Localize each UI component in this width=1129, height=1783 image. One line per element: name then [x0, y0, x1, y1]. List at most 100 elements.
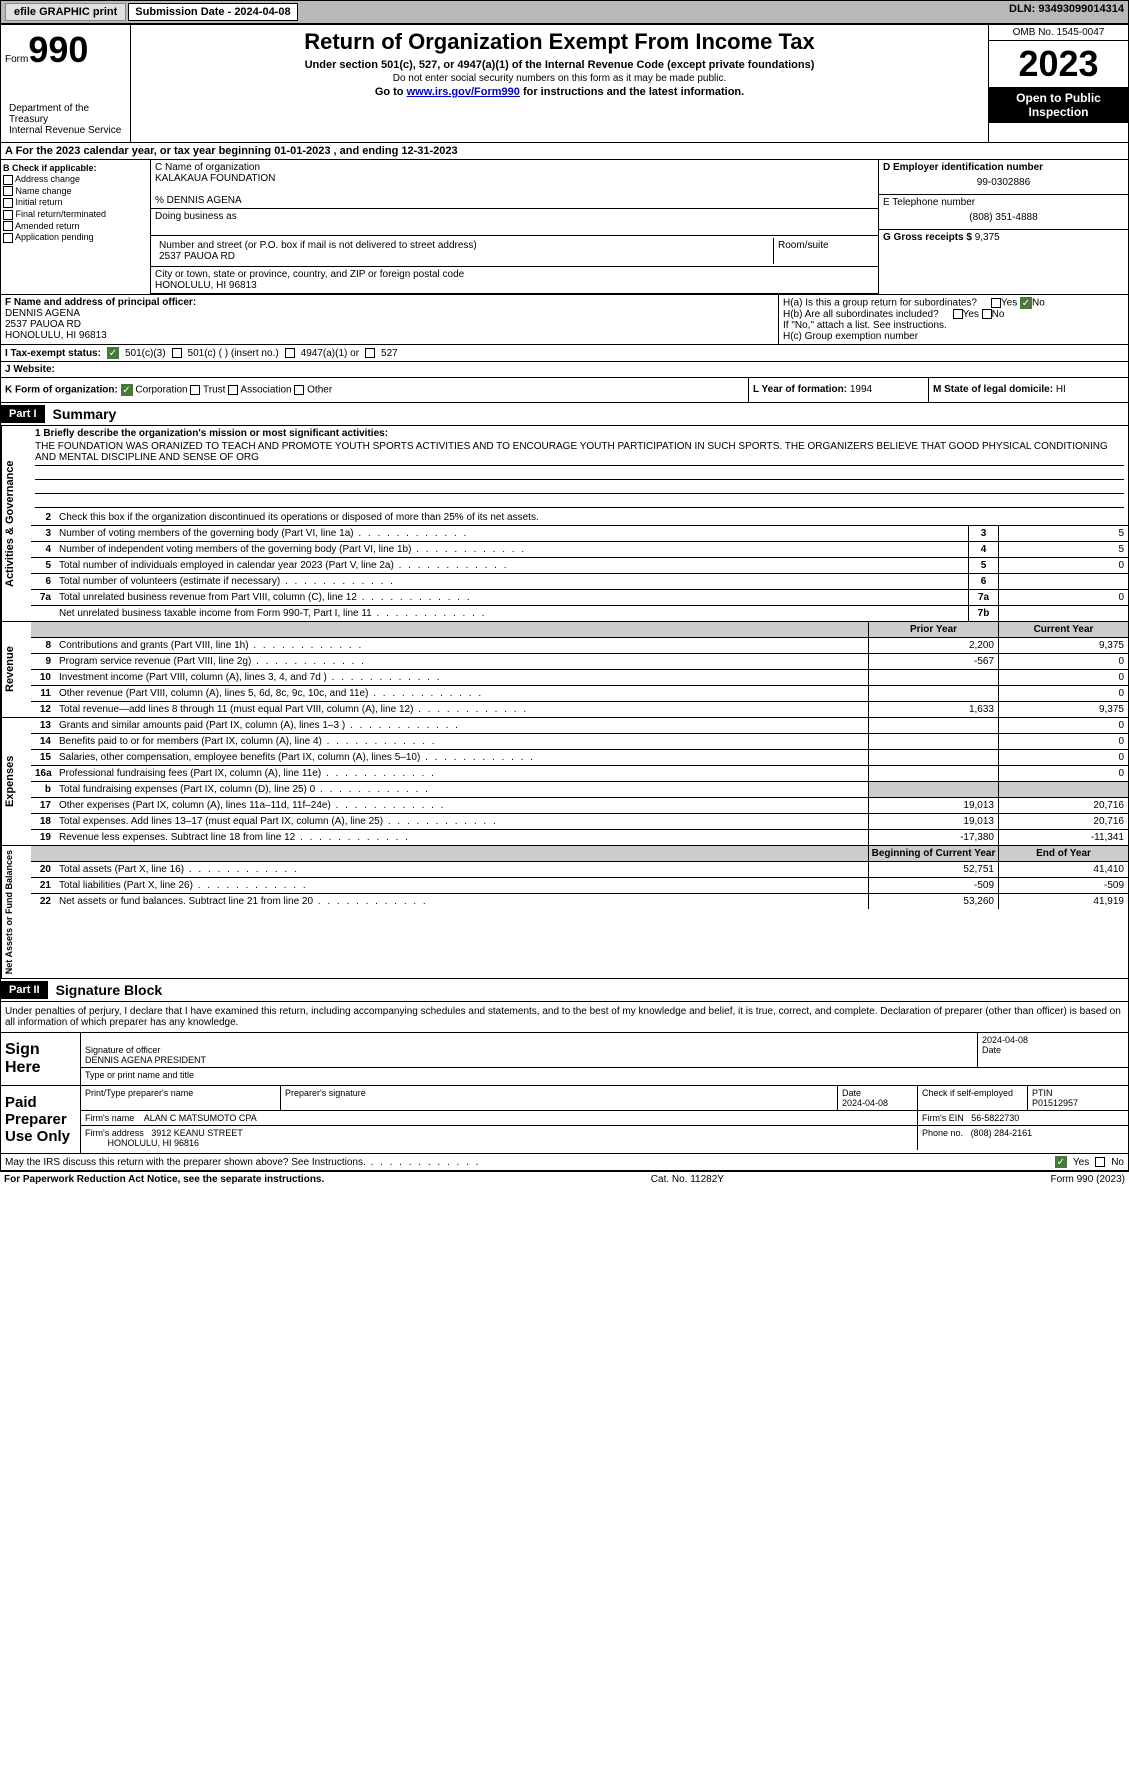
- line-text: Total assets (Part X, line 16): [55, 862, 868, 877]
- end-val: 41,919: [998, 894, 1128, 909]
- line-val: 5: [998, 542, 1128, 557]
- dept-treasury: Department of the Treasury Internal Reve…: [5, 101, 126, 138]
- year-formation-label: L Year of formation:: [753, 384, 847, 395]
- prior-val: [868, 686, 998, 701]
- chk-corp[interactable]: ✓: [121, 384, 133, 396]
- current-year-hdr: Current Year: [998, 622, 1128, 637]
- current-val: 9,375: [998, 702, 1128, 717]
- box-de: D Employer identification number 99-0302…: [878, 160, 1128, 294]
- net-side-label: Net Assets or Fund Balances: [1, 846, 31, 978]
- chk-assoc[interactable]: [228, 385, 238, 395]
- line-text: Net assets or fund balances. Subtract li…: [55, 894, 868, 909]
- chk-initial[interactable]: [3, 198, 13, 208]
- lbl-amended: Amended return: [15, 221, 80, 231]
- officer-addr1: 2537 PAUOA RD: [5, 319, 774, 330]
- room-suite-label: Room/suite: [774, 238, 874, 264]
- prior-val: [868, 766, 998, 781]
- hc-label: H(c) Group exemption number: [783, 331, 1124, 342]
- irs-link[interactable]: www.irs.gov/Form990: [407, 86, 520, 98]
- mission-label: 1 Briefly describe the organization's mi…: [35, 428, 1124, 439]
- chk-trust[interactable]: [190, 385, 200, 395]
- line-text: Professional fundraising fees (Part IX, …: [55, 766, 868, 781]
- topbar: efile GRAPHIC print Submission Date - 20…: [0, 0, 1129, 24]
- discuss-yes[interactable]: ✓: [1055, 1156, 1067, 1168]
- care-of: % DENNIS AGENA: [155, 195, 874, 206]
- part1-num: Part I: [1, 405, 45, 423]
- prior-val: [868, 734, 998, 749]
- ein-value: 99-0302886: [883, 173, 1124, 192]
- prep-sig-label: Preparer's signature: [281, 1086, 838, 1110]
- chk-amended[interactable]: [3, 221, 13, 231]
- begin-val: -509: [868, 878, 998, 893]
- self-emp: Check if self-employed: [918, 1086, 1028, 1110]
- line2: Check this box if the organization disco…: [55, 510, 1128, 525]
- firm-name: ALAN C MATSUMOTO CPA: [144, 1113, 257, 1123]
- officer-sig-label: Signature of officer: [85, 1045, 160, 1055]
- firm-addr1: 3912 KEANU STREET: [151, 1128, 243, 1138]
- line-text: Total unrelated business revenue from Pa…: [55, 590, 968, 605]
- website-row: J Website:: [0, 362, 1129, 378]
- gov-section: Activities & Governance 1 Briefly descri…: [0, 426, 1129, 622]
- line-text: Contributions and grants (Part VIII, lin…: [55, 638, 868, 653]
- part2-num: Part II: [1, 981, 48, 999]
- line-text: Number of independent voting members of …: [55, 542, 968, 557]
- ha-yes[interactable]: [991, 298, 1001, 308]
- line-text: Total liabilities (Part X, line 26): [55, 878, 868, 893]
- form-org-label: K Form of organization:: [5, 385, 118, 396]
- current-val: 0: [998, 654, 1128, 669]
- city-label: City or town, state or province, country…: [155, 269, 874, 280]
- line-text: Grants and similar amounts paid (Part IX…: [55, 718, 868, 733]
- begin-val: 53,260: [868, 894, 998, 909]
- gov-side-label: Activities & Governance: [1, 426, 31, 621]
- line-text: Number of voting members of the governin…: [55, 526, 968, 541]
- declaration: Under penalties of perjury, I declare th…: [0, 1002, 1129, 1033]
- ptin: P01512957: [1032, 1098, 1078, 1108]
- current-val: 20,716: [998, 798, 1128, 813]
- submission-date: Submission Date - 2024-04-08: [128, 3, 297, 21]
- dba-label: Doing business as: [155, 211, 874, 222]
- line-text: Total fundraising expenses (Part IX, col…: [55, 782, 868, 797]
- website-label: J Website:: [5, 364, 55, 375]
- chk-501c[interactable]: [172, 348, 182, 358]
- city-state-zip: HONOLULU, HI 96813: [155, 280, 874, 291]
- current-val: 20,716: [998, 814, 1128, 829]
- chk-final[interactable]: [3, 210, 13, 220]
- chk-501c3[interactable]: ✓: [107, 347, 119, 359]
- net-section: Net Assets or Fund Balances Beginning of…: [0, 846, 1129, 979]
- form-subtitle: Under section 501(c), 527, or 4947(a)(1)…: [135, 59, 984, 71]
- part1-header: Part I Summary: [0, 403, 1129, 426]
- current-val: -11,341: [998, 830, 1128, 845]
- current-val: 9,375: [998, 638, 1128, 653]
- efile-button[interactable]: efile GRAPHIC print: [5, 3, 126, 21]
- line-text: Other revenue (Part VIII, column (A), li…: [55, 686, 868, 701]
- chk-other[interactable]: [294, 385, 304, 395]
- ssn-note: Do not enter social security numbers on …: [135, 73, 984, 84]
- current-val: 0: [998, 766, 1128, 781]
- tax-year: 2023: [989, 41, 1128, 87]
- ha-no[interactable]: ✓: [1020, 297, 1032, 309]
- end-year-hdr: End of Year: [998, 846, 1128, 861]
- chk-pending[interactable]: [3, 233, 13, 243]
- rev-side-label: Revenue: [1, 622, 31, 717]
- lbl-initial: Initial return: [16, 197, 63, 207]
- firm-addr2: HONOLULU, HI 96816: [108, 1138, 200, 1148]
- ein-label: D Employer identification number: [883, 162, 1124, 173]
- hb-no[interactable]: [982, 309, 992, 319]
- chk-address[interactable]: [3, 175, 13, 185]
- discuss-no[interactable]: [1095, 1157, 1105, 1167]
- line-text: Total number of individuals employed in …: [55, 558, 968, 573]
- prior-val: -17,380: [868, 830, 998, 845]
- chk-4947[interactable]: [285, 348, 295, 358]
- prior-val: [868, 670, 998, 685]
- chk-527[interactable]: [365, 348, 375, 358]
- line-val: 5: [998, 526, 1128, 541]
- line-val: 0: [998, 558, 1128, 573]
- chk-name[interactable]: [3, 186, 13, 196]
- prior-year-hdr: Prior Year: [868, 622, 998, 637]
- domicile-label: M State of legal domicile:: [933, 384, 1053, 395]
- line-val: 0: [998, 590, 1128, 605]
- gross-value: 9,375: [975, 232, 1000, 243]
- lbl-address: Address change: [15, 174, 80, 184]
- fgh-row: F Name and address of principal officer:…: [0, 295, 1129, 345]
- hb-yes[interactable]: [953, 309, 963, 319]
